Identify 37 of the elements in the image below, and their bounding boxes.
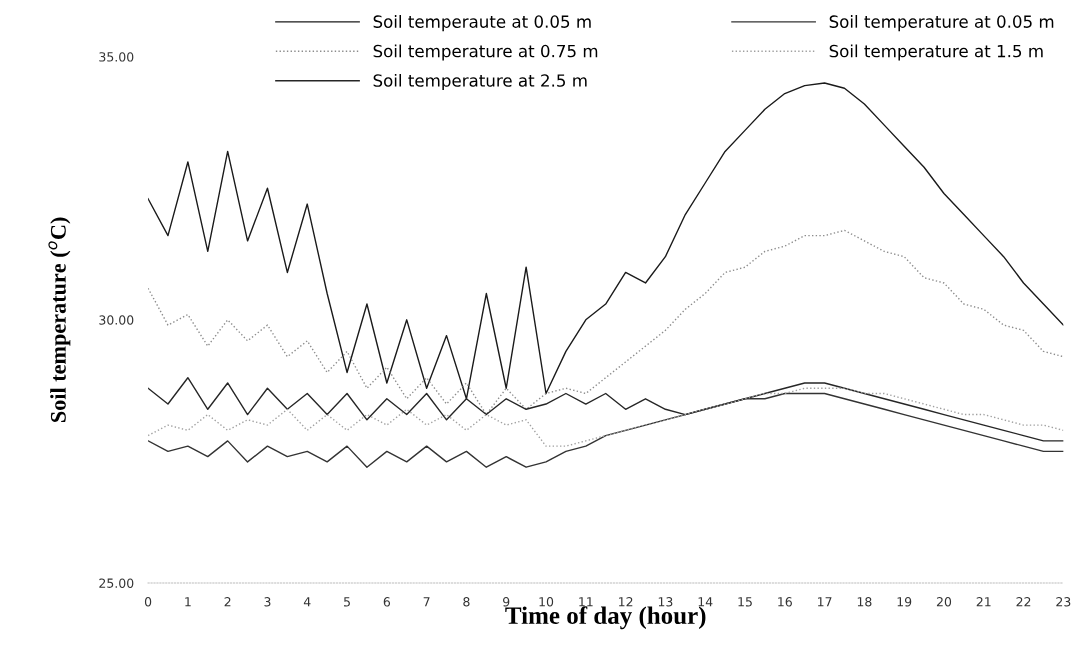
line-series xyxy=(148,229,1064,416)
x-tick-label: 8 xyxy=(463,597,470,607)
x-tick-label: 4 xyxy=(303,597,311,607)
x-tick-label: 20 xyxy=(936,597,952,607)
x-tick-label: 14 xyxy=(698,597,713,607)
legend-label: Soil temperaute at 0.05 m xyxy=(373,15,591,32)
x-tick-label: 10 xyxy=(539,597,554,607)
y-tick-label: 30.00 xyxy=(99,315,134,325)
legend-label: Soil temperature at 2.5 m xyxy=(373,73,587,91)
y-tick-label: 35.00 xyxy=(99,52,134,62)
x-tick-label: 3 xyxy=(264,597,271,607)
x-tick-label: 15 xyxy=(738,597,752,607)
x-tick-label: 6 xyxy=(383,597,391,607)
x-tick-label: 19 xyxy=(897,597,912,607)
y-axis-title: Soil temperature ($^{o}$C) xyxy=(48,217,71,422)
x-tick-label: 23 xyxy=(1056,597,1071,607)
x-tick-label: 11 xyxy=(579,597,593,607)
line-series xyxy=(148,392,1064,468)
x-tick-label: 9 xyxy=(503,597,510,607)
x-axis-title: Time of day (hour) xyxy=(505,606,706,630)
x-tick-label: 21 xyxy=(976,597,991,607)
x-tick-label: 18 xyxy=(857,597,872,607)
line-series xyxy=(148,387,1064,447)
x-tick-label: 17 xyxy=(818,597,832,607)
x-tick-label: 16 xyxy=(778,597,792,607)
y-tick-label: 25.00 xyxy=(99,578,134,588)
x-tick-label: 22 xyxy=(1016,597,1031,607)
x-tick-label: 7 xyxy=(423,597,430,607)
legend-label: Soil temperature at 0.05 m xyxy=(829,15,1054,32)
x-tick-label: 1 xyxy=(185,597,191,607)
legend-label: Soil temperature at 0.75 m xyxy=(373,44,598,61)
x-tick-label: 12 xyxy=(619,597,633,607)
x-tick-label: 2 xyxy=(224,597,231,607)
x-tick-label: 5 xyxy=(344,597,350,607)
legend-label: Soil temperature at 1.5 m xyxy=(829,44,1043,61)
x-tick-label: 0 xyxy=(144,597,152,607)
x-tick-label: 13 xyxy=(658,597,673,607)
